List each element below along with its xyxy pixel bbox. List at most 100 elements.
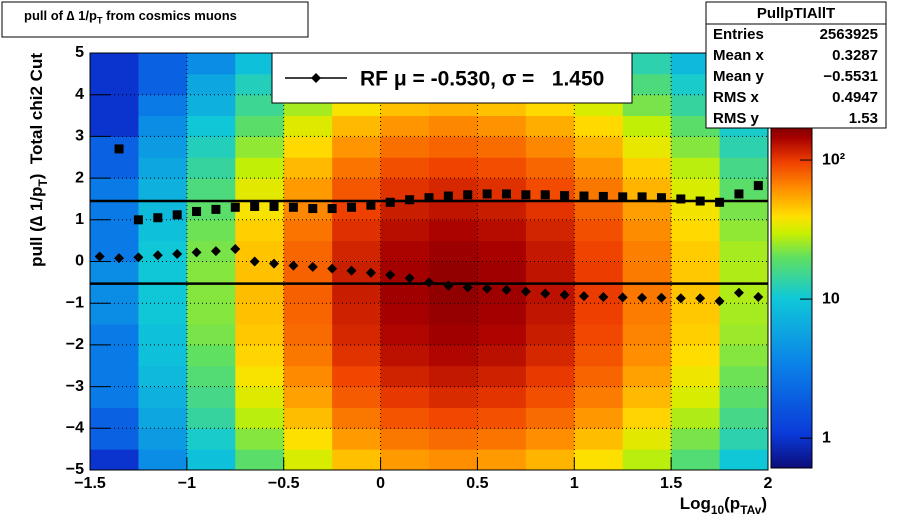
heat-cell: [574, 240, 624, 262]
heat-cell: [429, 115, 478, 137]
diamond-marker: [346, 265, 357, 276]
heat-cell: [622, 324, 672, 346]
heat-cell: [429, 219, 478, 242]
heat-cell: [90, 136, 139, 158]
x-tick-label: 1: [570, 475, 579, 492]
square-marker: [114, 144, 124, 154]
heat-cell: [719, 449, 769, 471]
heat-cell: [671, 386, 721, 408]
heat-cell: [332, 365, 382, 388]
square-marker: [443, 191, 453, 201]
heat-cell: [719, 219, 769, 242]
heat-cell: [90, 53, 139, 75]
square-marker: [560, 191, 570, 201]
heat-cell: [235, 219, 285, 242]
heat-cell: [235, 261, 285, 283]
square-marker: [288, 202, 298, 212]
heat-cell: [429, 344, 478, 367]
heat-cell: [429, 365, 478, 388]
heat-cell: [283, 449, 333, 471]
heat-cell: [138, 157, 188, 179]
heat-cell: [477, 136, 527, 158]
heat-cell: [332, 136, 382, 158]
heat-cell: [380, 157, 430, 179]
heat-cell: [622, 261, 672, 283]
diamond-marker: [733, 287, 744, 298]
heat-cell: [283, 219, 333, 242]
heat-cell: [138, 73, 188, 96]
heat-cell: [525, 219, 575, 242]
heat-cell: [574, 157, 624, 179]
square-marker: [211, 204, 221, 214]
heat-cell: [574, 386, 624, 408]
title-box: [1, 1, 309, 38]
square-marker: [327, 204, 337, 214]
heat-cell: [671, 303, 721, 325]
square-marker: [715, 197, 725, 207]
y-tick-label: −1: [66, 294, 84, 311]
heat-cell: [525, 365, 575, 388]
heat-cell: [283, 157, 333, 179]
heat-cell: [380, 303, 430, 325]
square-marker: [172, 210, 182, 220]
text-part: (p: [724, 494, 740, 513]
heat-cell: [186, 219, 236, 242]
heat-cell: [186, 261, 236, 283]
square-marker: [347, 202, 357, 212]
heat-cell: [283, 428, 333, 450]
subscript: TAv: [740, 503, 762, 517]
square-marker: [153, 213, 163, 223]
diamond-marker: [501, 284, 512, 295]
heat-cell: [138, 324, 188, 346]
square-marker: [308, 204, 318, 214]
heat-cell: [719, 428, 769, 450]
heat-cell: [671, 344, 721, 367]
heat-cell: [671, 198, 721, 221]
xlabel-text: Log10(pTAv): [680, 494, 767, 517]
color-bar: [771, 128, 812, 468]
heat-cell: [429, 386, 478, 408]
overlay: −1.5 −1 −0.5 0 0.5 1 1.5 2 −5 −4 −3 −2 −1 0 1 2 3 4 5: [66, 44, 773, 492]
heat-cell: [525, 240, 575, 262]
heat-cell: [477, 386, 527, 408]
square-marker: [250, 201, 260, 211]
heat-cell: [477, 365, 527, 388]
y-tick-label: −5: [66, 461, 84, 478]
heat-cell: [332, 324, 382, 346]
heat-cell: [283, 178, 333, 200]
text-part: pull (∆ 1/p: [27, 187, 46, 267]
heat-cell: [332, 219, 382, 242]
heat-cell: [525, 136, 575, 158]
heat-cell: [429, 303, 478, 325]
heat-cell: [138, 115, 188, 137]
square-marker: [618, 192, 628, 202]
heat-cell: [138, 449, 188, 471]
heat-cell: [138, 136, 188, 158]
diamond-marker: [249, 256, 260, 267]
square-marker: [579, 191, 589, 201]
heat-cell: [525, 115, 575, 137]
heat-cell: [622, 407, 672, 429]
heat-cell: [719, 386, 769, 408]
heat-cell: [380, 407, 430, 429]
diamond-marker: [307, 261, 318, 272]
heat-cell: [332, 344, 382, 367]
heat-cell: [380, 324, 430, 346]
diamond-marker: [520, 286, 531, 297]
heat-cell: [477, 157, 527, 179]
stats-key: Mean x: [713, 47, 765, 64]
stats-value: 0.4947: [832, 89, 878, 106]
heat-cell: [525, 303, 575, 325]
heat-cell: [235, 344, 285, 367]
y-tick-label: −3: [66, 378, 84, 395]
square-marker: [695, 196, 705, 206]
y-tick-label: −4: [66, 420, 84, 437]
heat-cell: [186, 73, 236, 96]
heat-cell: [671, 261, 721, 283]
y-tick-label: 5: [75, 44, 84, 61]
x-tick-label: −1.5: [74, 475, 106, 492]
heat-cell: [477, 303, 527, 325]
heat-cell: [574, 136, 624, 158]
heat-cell: [477, 198, 527, 221]
heat-cell: [90, 365, 139, 388]
